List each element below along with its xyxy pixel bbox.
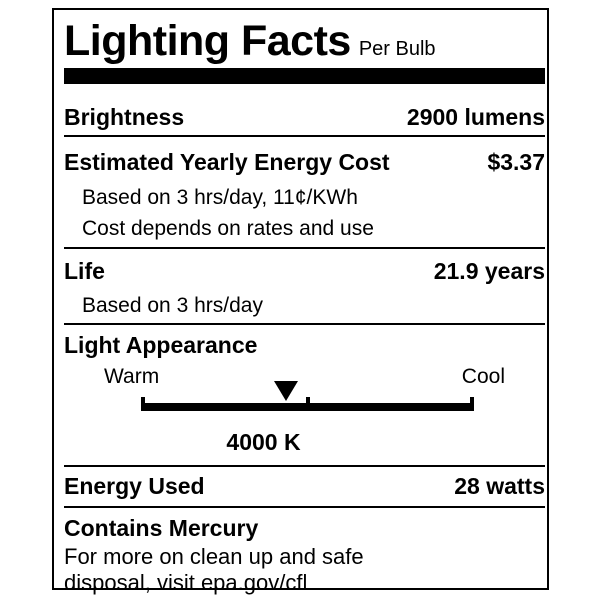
- scale-tick-right: [470, 397, 474, 411]
- light-appearance-scale: [141, 381, 474, 425]
- page-title-suffix: Per Bulb: [358, 38, 436, 60]
- lighting-facts-label: Lighting Facts Per Bulb Brightness 2900 …: [52, 8, 549, 595]
- energy-cost-row: Estimated Yearly Energy Cost $3.37: [64, 149, 545, 176]
- mercury-note-1: For more on clean up and safe: [64, 544, 364, 569]
- label-title-row: Lighting Facts Per Bulb: [64, 19, 545, 67]
- divider-after-life: [64, 323, 545, 325]
- scale-tick-middle: [306, 397, 310, 411]
- life-note-1: Based on 3 hrs/day: [82, 294, 263, 317]
- scale-marker-triangle-icon: [274, 381, 298, 401]
- life-row: Life 21.9 years: [64, 258, 545, 285]
- life-label: Life: [64, 258, 105, 284]
- label-content: Lighting Facts Per Bulb Brightness 2900 …: [64, 10, 545, 595]
- brightness-row: Brightness 2900 lumens: [64, 104, 545, 131]
- energy-cost-note-1: Based on 3 hrs/day, 11¢/KWh: [82, 186, 358, 209]
- scale-tick-left: [141, 397, 145, 411]
- light-appearance-value: 4000 K: [226, 429, 301, 455]
- page-title: Lighting Facts: [64, 17, 351, 65]
- energy-cost-label: Estimated Yearly Energy Cost: [64, 149, 390, 175]
- energy-used-label: Energy Used: [64, 473, 205, 499]
- brightness-label: Brightness: [64, 104, 185, 130]
- light-appearance-value-wrap: 4000 K: [64, 429, 545, 456]
- light-appearance-label: Light Appearance: [64, 332, 258, 358]
- mercury-note-2: disposal, visit epa.gov/cfl: [64, 570, 308, 595]
- energy-cost-value: $3.37: [487, 149, 545, 175]
- divider-after-light-appearance: [64, 465, 545, 467]
- brightness-value: 2900 lumens: [406, 104, 545, 130]
- divider-after-energy-used: [64, 506, 545, 508]
- energy-cost-note-2: Cost depends on rates and use: [82, 217, 374, 240]
- mercury-heading: Contains Mercury: [64, 515, 259, 541]
- life-value: 21.9 years: [433, 258, 545, 284]
- energy-used-row: Energy Used 28 watts: [64, 473, 545, 500]
- light-appearance-scale-labels: Warm Cool: [104, 365, 505, 389]
- divider-after-brightness: [64, 135, 545, 137]
- scale-min-label: Warm: [104, 365, 160, 388]
- divider-after-energy-cost: [64, 247, 545, 249]
- title-divider-bar: [64, 68, 545, 84]
- scale-max-label: Cool: [461, 365, 505, 388]
- energy-used-value: 28 watts: [454, 473, 545, 499]
